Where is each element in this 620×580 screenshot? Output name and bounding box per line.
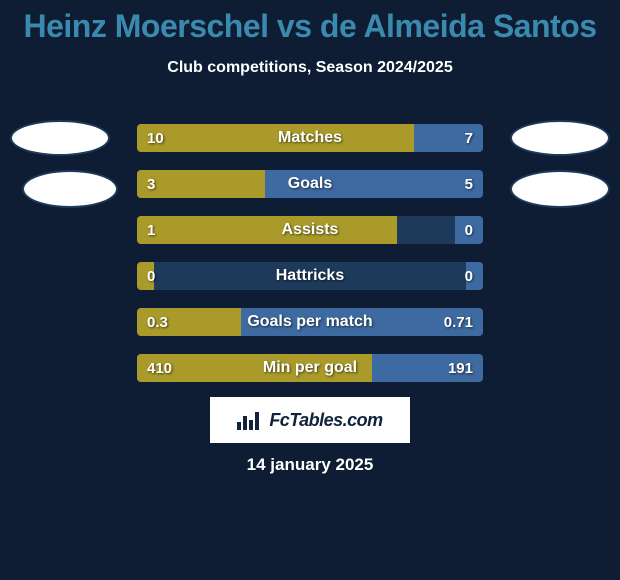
stat-label: Matches — [137, 124, 483, 152]
stats-bars: 107Matches 35Goals 10Assists 00Hattricks 0.3… — [137, 124, 483, 400]
page-subtitle: Club competitions, Season 2024/2025 — [0, 59, 620, 77]
stat-row: 0.30.71Goals per match — [137, 308, 483, 336]
stat-row: 107Matches — [137, 124, 483, 152]
stat-label: Hattricks — [137, 262, 483, 290]
logo-text: FcTables.com — [269, 410, 382, 431]
page-title: Heinz Moerschel vs de Almeida Santos — [0, 0, 620, 45]
stat-row: 410191Min per goal — [137, 354, 483, 382]
stat-row: 10Assists — [137, 216, 483, 244]
date-label: 14 january 2025 — [0, 455, 620, 475]
player-left-avatar — [10, 120, 110, 156]
stat-label: Assists — [137, 216, 483, 244]
player-right-avatar — [510, 120, 610, 156]
logo-box[interactable]: FcTables.com — [210, 397, 410, 443]
stat-row: 00Hattricks — [137, 262, 483, 290]
bars-icon — [237, 410, 263, 430]
stat-label: Goals — [137, 170, 483, 198]
stat-label: Goals per match — [137, 308, 483, 336]
team-left-avatar — [22, 170, 118, 208]
comparison-card: Heinz Moerschel vs de Almeida Santos Clu… — [0, 0, 620, 580]
stat-label: Min per goal — [137, 354, 483, 382]
team-right-avatar — [510, 170, 610, 208]
stat-row: 35Goals — [137, 170, 483, 198]
